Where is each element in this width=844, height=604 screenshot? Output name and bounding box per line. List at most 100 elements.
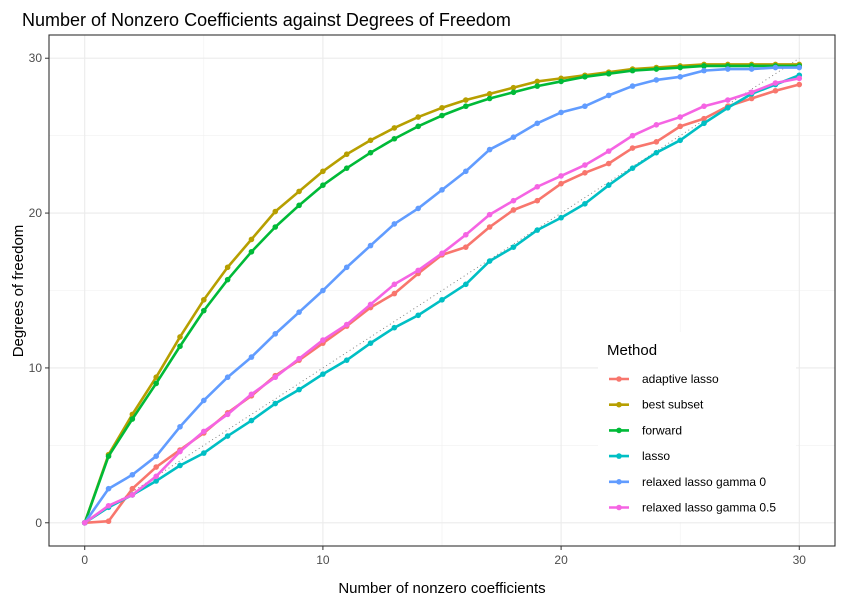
y-tick-label: 0	[35, 516, 42, 530]
data-point	[725, 104, 731, 111]
data-point	[153, 453, 159, 459]
x-tick-label: 20	[554, 553, 568, 567]
data-point	[367, 340, 374, 346]
legend-item: best subset	[609, 398, 704, 412]
data-point	[534, 197, 541, 204]
legend-items: adaptive lasso best subset forward lasso rel…	[609, 372, 776, 515]
data-point	[510, 244, 517, 250]
data-point	[582, 162, 588, 168]
axis-ticks: 0 10 20 30 0 10 20 30	[29, 51, 807, 567]
data-point	[748, 89, 755, 96]
x-axis-title: Number of nonzero coefficients	[338, 580, 545, 597]
data-point	[534, 227, 541, 233]
data-point	[153, 380, 159, 387]
data-point	[415, 312, 421, 319]
data-point	[582, 74, 588, 80]
data-point	[796, 64, 803, 71]
data-point	[605, 148, 612, 154]
data-point	[605, 92, 612, 99]
data-point	[248, 236, 255, 243]
data-point	[629, 165, 636, 171]
chart-title: Number of Nonzero Coefficients against D…	[22, 10, 511, 30]
data-point	[153, 478, 159, 484]
data-point	[105, 485, 112, 492]
data-point	[653, 149, 660, 156]
y-tick-label: 20	[29, 206, 43, 220]
data-point	[772, 64, 779, 71]
data-point	[272, 374, 279, 381]
data-point	[486, 224, 493, 230]
legend-item: relaxed lasso gamma 0.5	[609, 501, 776, 515]
y-axis-title: Degrees of freedom	[10, 225, 27, 358]
data-point	[772, 87, 779, 94]
data-point	[81, 519, 88, 526]
data-point	[224, 433, 231, 439]
data-point	[343, 165, 350, 171]
data-point	[343, 321, 350, 328]
data-point	[725, 97, 731, 103]
data-point	[463, 244, 469, 250]
data-point	[320, 337, 326, 343]
legend-key-point	[616, 376, 622, 382]
data-point	[224, 411, 231, 418]
data-point	[105, 518, 112, 525]
data-point	[701, 67, 707, 74]
legend-label: adaptive lasso	[642, 372, 719, 386]
series-layer	[81, 61, 803, 526]
data-point	[201, 397, 207, 404]
data-point	[605, 70, 612, 77]
data-point	[534, 120, 541, 127]
data-point	[772, 80, 779, 86]
data-point	[415, 114, 421, 120]
data-point	[463, 281, 469, 288]
legend-label: relaxed lasso gamma 0.5	[642, 501, 776, 515]
data-point	[391, 290, 398, 297]
data-point	[486, 95, 493, 102]
data-point	[391, 324, 398, 331]
data-point	[272, 400, 279, 407]
data-point	[653, 66, 660, 72]
data-point	[153, 464, 159, 470]
data-point	[701, 120, 707, 127]
data-point	[201, 428, 207, 435]
data-point	[653, 77, 660, 83]
legend-key-point	[616, 401, 622, 408]
data-point	[510, 134, 517, 140]
legend-background	[598, 332, 796, 522]
data-point	[105, 453, 112, 459]
data-point	[296, 309, 302, 315]
legend-label: best subset	[642, 398, 704, 412]
series-relaxed-lasso-gamma-0-5	[81, 75, 803, 526]
data-point	[320, 182, 326, 189]
data-point	[343, 357, 350, 363]
data-point	[320, 287, 326, 294]
data-point	[558, 180, 564, 187]
data-point	[129, 416, 136, 422]
data-point	[629, 145, 636, 151]
data-point	[177, 343, 183, 350]
data-point	[439, 112, 445, 119]
y-tick-label: 10	[29, 361, 43, 375]
data-point	[796, 75, 803, 82]
x-tick-label: 0	[81, 553, 88, 567]
legend-key-point	[616, 453, 622, 459]
data-point	[296, 355, 302, 362]
data-point	[701, 103, 707, 110]
data-point	[320, 371, 326, 377]
data-point	[534, 183, 541, 190]
data-point	[391, 221, 398, 227]
data-point	[177, 448, 183, 455]
data-point	[725, 66, 731, 72]
data-point	[439, 104, 445, 111]
data-point	[510, 89, 517, 96]
plot-panel-border	[48, 34, 836, 547]
data-point	[248, 417, 255, 424]
data-point	[748, 66, 755, 72]
data-point	[701, 63, 707, 69]
legend-item: adaptive lasso	[609, 372, 719, 386]
data-point	[677, 137, 683, 144]
data-point	[629, 83, 636, 89]
data-point	[129, 485, 136, 492]
legend-label: forward	[642, 423, 682, 437]
